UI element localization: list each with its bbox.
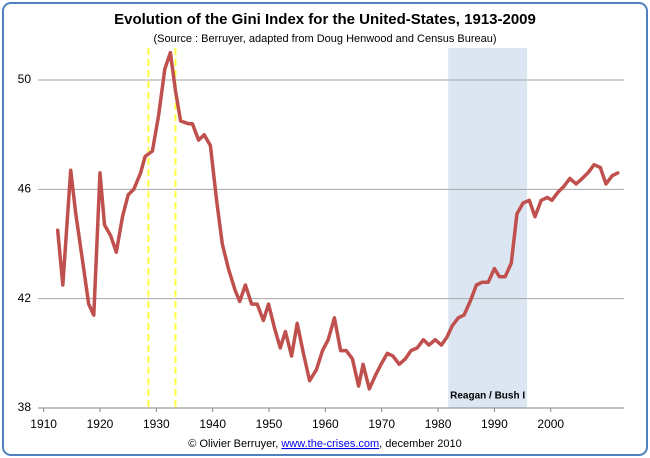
- y-tick-label: 42: [18, 291, 32, 305]
- x-tick-label: 2000: [537, 417, 564, 431]
- x-tick-label: 1990: [481, 417, 508, 431]
- y-tick-label: 38: [18, 400, 32, 414]
- x-tick-label: 1920: [87, 417, 114, 431]
- x-tick-label: 1980: [425, 417, 452, 431]
- y-tick-label: 50: [18, 72, 32, 86]
- x-tick-label: 1970: [368, 417, 395, 431]
- chart-title: Evolution of the Gini Index for the Unit…: [114, 11, 536, 28]
- x-tick-label: 1960: [312, 417, 339, 431]
- x-tick-label: 1950: [256, 417, 283, 431]
- footer-suffix: , december 2010: [379, 438, 462, 450]
- plot-area: Reagan / Bush I 38 42 46 50 1910 1920 1930 1940 1…: [18, 48, 624, 431]
- data-line: [55, 50, 620, 391]
- footer-link[interactable]: www.the-crises.com: [280, 438, 379, 450]
- x-tick-label: 1940: [199, 417, 226, 431]
- x-tick-label: 1930: [143, 417, 170, 431]
- y-tick-label: 46: [18, 182, 32, 196]
- x-tick-label: 1910: [30, 417, 57, 431]
- chart-subtitle: (Source : Berruyer, adapted from Doug He…: [153, 33, 496, 45]
- footer-prefix: © Olivier Berruyer,: [188, 438, 281, 450]
- shaded-range-label: Reagan / Bush I: [450, 391, 525, 402]
- footer: © Olivier Berruyer, www.the-crises.com, …: [188, 438, 461, 450]
